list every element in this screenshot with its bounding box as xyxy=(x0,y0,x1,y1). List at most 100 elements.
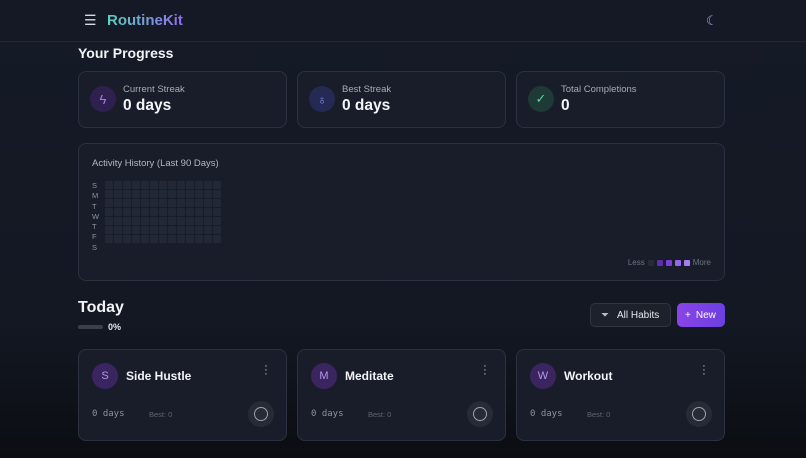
legend-swatch xyxy=(683,259,690,266)
activity-cell xyxy=(177,217,185,225)
activity-cell xyxy=(132,217,140,225)
brand-logo[interactable]: RoutineKit xyxy=(107,12,183,29)
habit-streak: 0 days xyxy=(311,409,344,419)
more-options-icon[interactable]: · · · xyxy=(264,360,268,380)
activity-cell xyxy=(159,181,167,189)
activity-cell xyxy=(168,235,176,243)
habit-avatar: M xyxy=(311,363,337,389)
activity-cell xyxy=(141,208,149,216)
activity-cell xyxy=(123,199,131,207)
stat-card-best-streak: ♁ Best Streak 0 days xyxy=(297,71,506,128)
filter-button[interactable]: ⏷ All Habits xyxy=(590,303,671,327)
activity-cell xyxy=(195,181,203,189)
habit-best: Best: 0 xyxy=(587,410,611,419)
activity-cell xyxy=(177,181,185,189)
activity-cell xyxy=(105,226,113,234)
activity-cell xyxy=(141,181,149,189)
activity-title: Activity History (Last 90 Days) xyxy=(92,158,219,169)
activity-cell xyxy=(213,226,221,234)
activity-cell xyxy=(123,217,131,225)
menu-icon[interactable]: ☰ xyxy=(84,12,97,28)
activity-cell xyxy=(132,190,140,198)
activity-cell xyxy=(168,181,176,189)
activity-cell xyxy=(168,190,176,198)
activity-cell xyxy=(168,226,176,234)
activity-cell xyxy=(114,199,122,207)
activity-cell xyxy=(141,235,149,243)
new-habit-button[interactable]: + New xyxy=(677,303,725,327)
today-progress-percent: 0% xyxy=(108,322,122,332)
activity-grid xyxy=(105,181,221,243)
habit-avatar: S xyxy=(92,363,118,389)
habit-card[interactable]: M Meditate · · · 0 days Best: 0 xyxy=(297,349,506,441)
activity-cell xyxy=(114,190,122,198)
activity-cell xyxy=(141,190,149,198)
activity-cell xyxy=(186,199,194,207)
activity-cell xyxy=(213,235,221,243)
day-label: S xyxy=(92,181,98,190)
stat-value: 0 days xyxy=(342,97,391,114)
circle-icon xyxy=(473,407,487,421)
legend-more: More xyxy=(692,258,711,267)
filter-icon: ⏷ xyxy=(601,309,609,321)
more-options-icon[interactable]: · · · xyxy=(483,360,487,380)
today-progress-bar xyxy=(78,325,103,329)
activity-cell xyxy=(150,235,158,243)
activity-cell xyxy=(204,181,212,189)
activity-cell xyxy=(123,190,131,198)
activity-cell xyxy=(195,217,203,225)
activity-cell xyxy=(195,208,203,216)
activity-cell xyxy=(186,235,194,243)
activity-cell xyxy=(159,235,167,243)
habit-best: Best: 0 xyxy=(368,410,392,419)
stat-card-total-completions: ✓ Total Completions 0 xyxy=(516,71,725,128)
moon-icon[interactable]: ☾ xyxy=(706,13,718,28)
activity-cell xyxy=(141,199,149,207)
activity-cell xyxy=(204,217,212,225)
activity-cell xyxy=(123,208,131,216)
day-label: T xyxy=(92,201,97,211)
activity-cell xyxy=(159,226,167,234)
complete-toggle[interactable] xyxy=(686,401,712,427)
activity-cell xyxy=(204,208,212,216)
activity-cell xyxy=(123,235,131,243)
circle-icon xyxy=(254,407,268,421)
complete-toggle[interactable] xyxy=(467,401,493,427)
activity-cell xyxy=(213,208,221,216)
habit-name: Side Hustle xyxy=(126,369,192,383)
activity-cell xyxy=(132,208,140,216)
award-icon: ♁ xyxy=(309,86,335,112)
activity-cell xyxy=(159,190,167,198)
activity-cell xyxy=(186,226,194,234)
activity-cell xyxy=(213,181,221,189)
habit-card[interactable]: S Side Hustle · · · 0 days Best: 0 xyxy=(78,349,287,441)
activity-cell xyxy=(114,235,122,243)
activity-cell xyxy=(123,181,131,189)
activity-cell xyxy=(105,190,113,198)
activity-cell xyxy=(141,226,149,234)
habit-card[interactable]: W Workout · · · 0 days Best: 0 xyxy=(516,349,725,441)
activity-cell xyxy=(114,181,122,189)
activity-cell xyxy=(168,208,176,216)
more-options-icon[interactable]: · · · xyxy=(702,360,706,380)
activity-cell xyxy=(150,199,158,207)
activity-cell xyxy=(150,190,158,198)
today-title: Today xyxy=(78,299,124,316)
activity-cell xyxy=(105,235,113,243)
activity-cell xyxy=(213,199,221,207)
activity-cell xyxy=(132,235,140,243)
activity-cell xyxy=(186,208,194,216)
legend-swatch xyxy=(674,259,681,266)
activity-legend: Less More xyxy=(628,258,711,267)
check-circle-icon: ✓ xyxy=(528,86,554,112)
lightning-icon: ϟ xyxy=(90,86,116,112)
legend-swatch xyxy=(665,259,672,266)
complete-toggle[interactable] xyxy=(248,401,274,427)
activity-cell xyxy=(213,217,221,225)
day-label: F xyxy=(92,232,97,242)
activity-cell xyxy=(150,181,158,189)
day-label: M xyxy=(92,191,99,201)
stat-label: Current Streak xyxy=(123,84,185,95)
plus-icon: + xyxy=(685,309,691,321)
progress-title: Your Progress xyxy=(78,45,174,61)
